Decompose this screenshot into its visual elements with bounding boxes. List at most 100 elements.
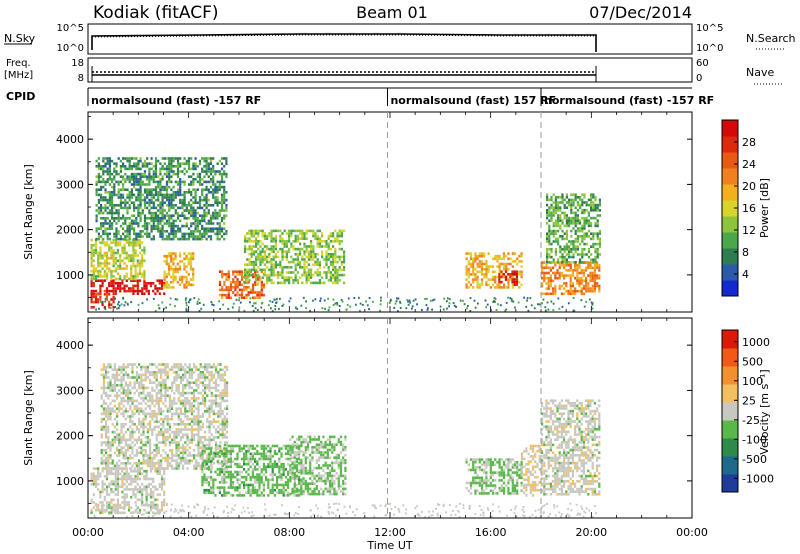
- heatmap-cell: [203, 211, 206, 215]
- heatmap-cell: [187, 165, 191, 168]
- heatmap-cell: [112, 292, 115, 295]
- heatmap-cell: [221, 270, 224, 273]
- heatmap-cell: [281, 242, 284, 246]
- heatmap-cell: [196, 224, 199, 228]
- heatmap-cell: [196, 235, 199, 238]
- heatmap-cell: [150, 157, 153, 160]
- heatmap-cell: [263, 237, 266, 240]
- heatmap-cell: [160, 417, 163, 421]
- heatmap-cell: [288, 271, 291, 274]
- heatmap-cell: [165, 172, 169, 176]
- heatmap-cell: [122, 196, 125, 199]
- heatmap-cell: [108, 222, 111, 225]
- heatmap-cell: [561, 237, 564, 241]
- heatmap-cell: [172, 227, 175, 230]
- heatmap-cell: [145, 503, 148, 507]
- heatmap-cell: [100, 368, 103, 371]
- heatmap-cell: [179, 456, 182, 460]
- heatmap-cell: [103, 272, 106, 276]
- heatmap-cell: [125, 493, 128, 496]
- heatmap-cell: [102, 368, 105, 371]
- heatmap-cell: [131, 464, 134, 468]
- heatmap-cell: [157, 410, 160, 413]
- heatmap-cell: [176, 280, 179, 284]
- heatmap-cell: [134, 269, 137, 273]
- heatmap-cell: [218, 180, 221, 184]
- heatmap-cell: [116, 264, 120, 268]
- heatmap-cell: [268, 276, 271, 279]
- heatmap-cell: [255, 279, 258, 282]
- heatmap-cell: [103, 241, 106, 244]
- heatmap-cell: [130, 475, 133, 478]
- heatmap-cell: [97, 298, 100, 301]
- heatmap-cell: [118, 368, 121, 371]
- heatmap-cell: [113, 464, 116, 468]
- heatmap-cell: [565, 245, 568, 248]
- heatmap-cell: [476, 270, 479, 274]
- heatmap-cell: [220, 227, 224, 230]
- heatmap-cell: [123, 503, 126, 507]
- heatmap-cell: [204, 386, 207, 390]
- heatmap-cell: [349, 305, 352, 308]
- heatmap-cell: [576, 209, 579, 212]
- heatmap-cell: [172, 224, 175, 228]
- heatmap-cell: [557, 224, 560, 228]
- heatmap-cell: [225, 175, 228, 178]
- heatmap-cell: [206, 467, 209, 470]
- heatmap-cell: [216, 227, 219, 230]
- heatmap-cell: [365, 300, 367, 303]
- heatmap-cell: [583, 305, 586, 308]
- heatmap-cell: [161, 301, 164, 304]
- heatmap-cell: [175, 433, 178, 436]
- heatmap-cell: [156, 469, 159, 473]
- heatmap-cell: [197, 454, 200, 457]
- heatmap-cell: [257, 273, 260, 277]
- heatmap-cell: [314, 234, 317, 238]
- heatmap-cell: [111, 423, 114, 426]
- heatmap-cell: [289, 297, 292, 300]
- heatmap-cell: [161, 227, 164, 230]
- heatmap-cell: [179, 402, 182, 405]
- heatmap-cell: [585, 284, 588, 288]
- heatmap-cell: [572, 245, 575, 248]
- heatmap-cell: [574, 219, 577, 222]
- heatmap-cell: [218, 232, 221, 236]
- heatmap-cell: [105, 391, 108, 395]
- heatmap-cell: [285, 266, 288, 269]
- heatmap-cell: [168, 214, 171, 217]
- heatmap-cell: [118, 378, 121, 382]
- heatmap-cell: [570, 240, 573, 243]
- heatmap-cell: [190, 175, 193, 178]
- heatmap-cell: [238, 293, 241, 297]
- heatmap-cell: [579, 235, 582, 238]
- heatmap-cell: [589, 279, 592, 283]
- heatmap-cell: [157, 185, 160, 189]
- heatmap-cell: [155, 371, 158, 374]
- heatmap-cell: [338, 273, 341, 277]
- heatmap-cell: [162, 386, 165, 390]
- heatmap-cell: [318, 242, 321, 246]
- heatmap-cell: [549, 284, 552, 288]
- heatmap-cell: [128, 162, 131, 165]
- heatmap-cell: [172, 204, 175, 207]
- heatmap-cell: [427, 307, 429, 310]
- heatmap-cell: [127, 428, 130, 431]
- heatmap-cell: [310, 253, 313, 256]
- heatmap-cell: [199, 438, 202, 442]
- heatmap-cell: [125, 485, 128, 489]
- heatmap-cell: [112, 306, 115, 309]
- heatmap-cell: [190, 224, 193, 228]
- heatmap-cell: [592, 258, 595, 261]
- heatmap-cell: [161, 214, 164, 217]
- heatmap-cell: [571, 282, 574, 285]
- heatmap-cell: [570, 250, 573, 254]
- heatmap-cell: [221, 275, 224, 279]
- heatmap-cell: [168, 175, 171, 178]
- heatmap-cell: [116, 259, 120, 263]
- heatmap-cell: [209, 191, 213, 194]
- heatmap-cell: [232, 273, 235, 276]
- heatmap-cell: [173, 402, 176, 405]
- heatmap-cell: [157, 222, 160, 225]
- heatmap-cell: [257, 229, 260, 233]
- heatmap-cell: [90, 256, 93, 260]
